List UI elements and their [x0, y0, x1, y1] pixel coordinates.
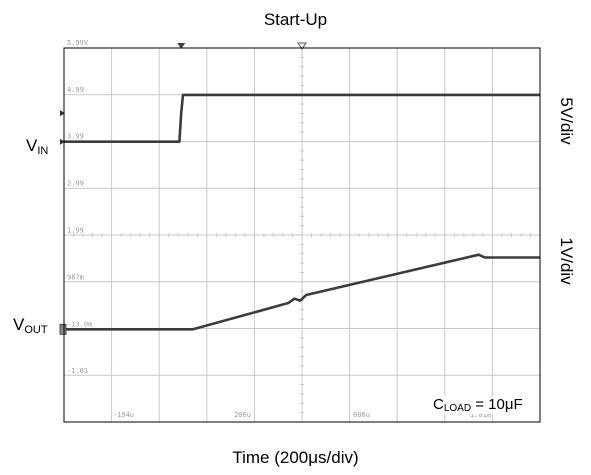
traces: [64, 93, 540, 331]
tick-labels: 5.99V 4.99 3.99 2.99 1.99 987m -13.0m -1.01 -194…: [67, 39, 491, 419]
grid: [63, 47, 541, 423]
y-tick-label: 3.99: [67, 133, 84, 141]
x-tick-label: 206u: [234, 411, 251, 419]
y-tick-label: 5.99V: [67, 39, 89, 47]
chart-title: Start-Up: [263, 10, 328, 29]
y-tick-label: 4.99: [67, 86, 84, 94]
x-axis-label: Time (200μs/div): [232, 448, 359, 467]
y-tick-label: -13.0m: [67, 320, 92, 328]
load-capacitance-annotation: CLOAD = 10μF: [431, 396, 525, 414]
y-tick-label: 987m: [67, 273, 84, 281]
vout-ground-marker: [59, 323, 67, 335]
vin-ground-marker: [60, 138, 65, 145]
trigger-level-marker: [60, 110, 65, 117]
trigger-position-marker: [177, 43, 186, 49]
center-reference-marker: [297, 42, 307, 50]
y-tick-label: -1.01: [67, 367, 88, 375]
vout-scale-label: 1V/div: [557, 237, 576, 285]
vin-trace: [64, 93, 540, 143]
y-tick-label: 1.99: [67, 226, 84, 234]
vin-scale-label: 5V/div: [557, 97, 576, 145]
y-tick-label: 2.99: [67, 180, 84, 188]
x-tick-label: 606u: [353, 411, 370, 419]
x-tick-label: 1.01m: [470, 411, 491, 419]
x-tick-label: -194u: [113, 411, 134, 419]
vin-channel-label: VIN: [26, 136, 49, 157]
vout-trace: [64, 253, 540, 331]
vout-channel-label: VOUT: [13, 315, 48, 336]
markers: [59, 42, 307, 335]
plot-frame: [63, 47, 541, 423]
